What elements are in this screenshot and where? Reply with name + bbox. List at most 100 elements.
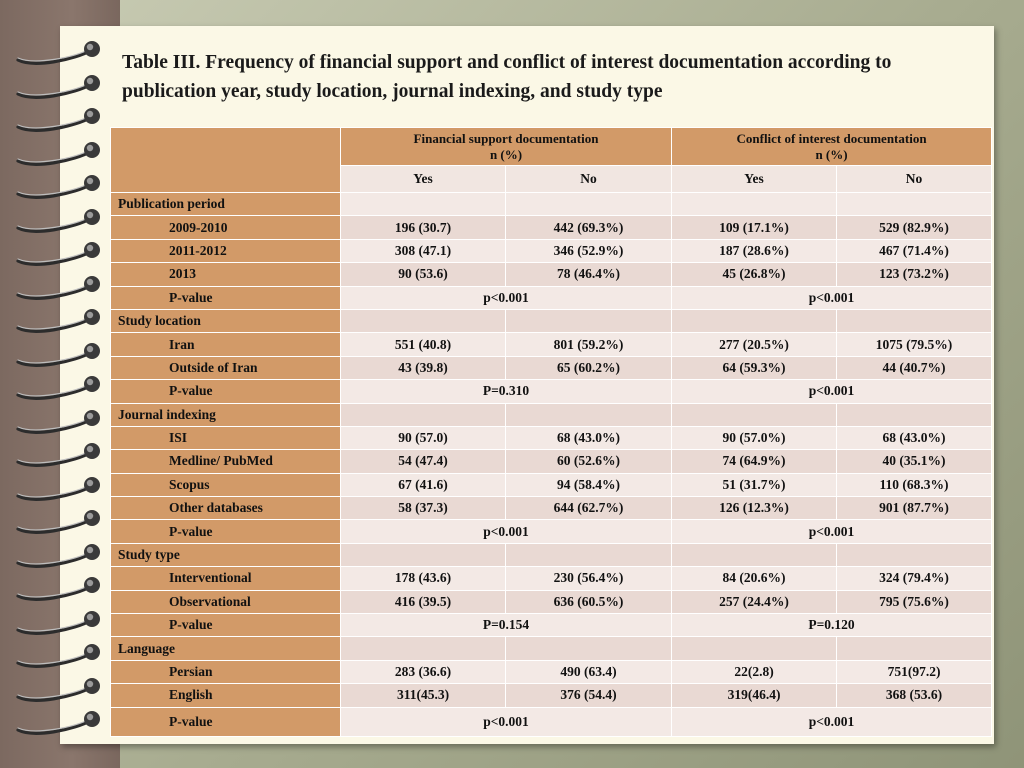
value-cell: 22(2.8) xyxy=(671,659,838,685)
table-row: 2013 90 (53.6) 78 (46.4%) 45 (26.8%) 123 (73… xyxy=(110,262,993,287)
binding-ring xyxy=(14,340,104,370)
pvalue-financial: p<0.001 xyxy=(339,706,673,737)
value-cell: 283 (36.6) xyxy=(340,659,506,685)
empty-cell xyxy=(671,191,838,217)
row-label: 2011-2012 xyxy=(110,238,341,264)
binding-ring xyxy=(14,407,104,437)
value-cell: 442 (69.3%) xyxy=(504,215,673,240)
value-cell: 551 (40.8) xyxy=(340,332,506,357)
pvalue-label: P-value xyxy=(110,379,341,404)
section-row: Language xyxy=(110,636,993,661)
value-cell: 319(46.4) xyxy=(671,683,838,708)
header-financial-title: Financial support documentation xyxy=(413,130,599,146)
value-cell: 109 (17.1%) xyxy=(671,215,838,240)
value-cell: 90 (57.0) xyxy=(340,425,506,451)
binding-ring xyxy=(14,507,104,537)
pvalue-financial: P=0.310 xyxy=(339,379,673,404)
table-row: Outside of Iran 43 (39.8) 65 (60.2%) 64 (59… xyxy=(110,355,993,381)
value-cell: 74 (64.9%) xyxy=(671,449,838,474)
pvalue-conflict: P=0.120 xyxy=(671,613,993,638)
header-conflict: Conflict of interest documentation n (%) xyxy=(671,127,993,166)
pvalue-row: P-value P=0.154 P=0.120 xyxy=(110,613,993,638)
value-cell: 123 (73.2%) xyxy=(836,262,993,287)
value-cell: 346 (52.9%) xyxy=(504,238,673,264)
binding-ring xyxy=(14,474,104,504)
value-cell: 376 (54.4) xyxy=(504,683,673,708)
value-cell: 636 (60.5%) xyxy=(504,589,673,615)
binding-ring xyxy=(14,440,104,470)
pvalue-row: P-value p<0.001 p<0.001 xyxy=(110,519,993,544)
empty-cell xyxy=(671,308,838,334)
empty-cell xyxy=(836,636,993,661)
empty-cell xyxy=(340,636,506,661)
row-label: Other databases xyxy=(110,496,341,521)
pvalue-label: P-value xyxy=(110,706,341,737)
table-row: Iran 551 (40.8) 801 (59.2%) 277 (20.5%) 1075… xyxy=(110,332,993,357)
empty-cell xyxy=(671,402,838,427)
pvalue-label: P-value xyxy=(110,519,341,544)
pvalue-financial: p<0.001 xyxy=(339,519,673,544)
subheader-conflict-yes: Yes xyxy=(671,165,838,193)
value-cell: 126 (12.3%) xyxy=(671,496,838,521)
binding-ring xyxy=(14,72,104,102)
value-cell: 94 (58.4%) xyxy=(504,472,673,498)
binding-ring xyxy=(14,172,104,202)
header-financial: Financial support documentation n (%) xyxy=(339,127,673,166)
section-row: Study location xyxy=(110,308,993,334)
table-row: 2009-2010 196 (30.7) 442 (69.3%) 109 (17.1%… xyxy=(110,215,993,240)
pvalue-row: P-value P=0.310 p<0.001 xyxy=(110,379,993,404)
table-row: Observational 416 (39.5) 636 (60.5%) 257 (2… xyxy=(110,589,993,615)
empty-cell xyxy=(836,402,993,427)
value-cell: 795 (75.6%) xyxy=(836,589,993,615)
section-row: Study type xyxy=(110,542,993,568)
value-cell: 54 (47.4) xyxy=(340,449,506,474)
pvalue-conflict: p<0.001 xyxy=(671,519,993,544)
row-label: Interventional xyxy=(110,566,341,591)
table-row: Other databases 58 (37.3) 644 (62.7%) 126 (… xyxy=(110,496,993,521)
empty-cell xyxy=(340,191,506,217)
value-cell: 178 (43.6) xyxy=(340,566,506,591)
empty-cell xyxy=(340,402,506,427)
table-row: ISI 90 (57.0) 68 (43.0%) 90 (57.0%) 68 (43.0… xyxy=(110,425,993,451)
value-cell: 84 (20.6%) xyxy=(671,566,838,591)
pvalue-conflict: p<0.001 xyxy=(671,379,993,404)
data-table: Financial support documentation n (%) Co… xyxy=(110,127,993,737)
binding-ring xyxy=(14,641,104,671)
row-label: Persian xyxy=(110,659,341,685)
value-cell: 311(45.3) xyxy=(340,683,506,708)
value-cell: 529 (82.9%) xyxy=(836,215,993,240)
value-cell: 40 (35.1%) xyxy=(836,449,993,474)
binding-ring xyxy=(14,38,104,68)
header-conflict-title: Conflict of interest documentation xyxy=(736,130,927,146)
pvalue-financial: P=0.154 xyxy=(339,613,673,638)
section-label: Journal indexing xyxy=(110,402,341,427)
empty-cell xyxy=(836,191,993,217)
value-cell: 230 (56.4%) xyxy=(504,566,673,591)
value-cell: 277 (20.5%) xyxy=(671,332,838,357)
empty-cell xyxy=(504,191,673,217)
header-corner xyxy=(110,127,341,193)
section-label: Publication period xyxy=(110,191,341,217)
empty-cell xyxy=(504,308,673,334)
empty-cell xyxy=(504,542,673,568)
row-label: Outside of Iran xyxy=(110,355,341,381)
binding-ring xyxy=(14,708,104,738)
section-row: Journal indexing xyxy=(110,402,993,427)
subheader-financial-no: No xyxy=(504,165,673,193)
value-cell: 64 (59.3%) xyxy=(671,355,838,381)
binding-ring xyxy=(14,574,104,604)
row-label: ISI xyxy=(110,425,341,451)
table-title: Table III. Frequency of financial suppor… xyxy=(122,52,892,102)
section-label: Study location xyxy=(110,308,341,334)
value-cell: 90 (53.6) xyxy=(340,262,506,287)
binding-ring xyxy=(14,206,104,236)
empty-cell xyxy=(836,308,993,334)
value-cell: 67 (41.6) xyxy=(340,472,506,498)
value-cell: 90 (57.0%) xyxy=(671,425,838,451)
value-cell: 467 (71.4%) xyxy=(836,238,993,264)
value-cell: 751(97.2) xyxy=(836,659,993,685)
table-row: 2011-2012 308 (47.1) 346 (52.9%) 187 (28.6%… xyxy=(110,238,993,264)
value-cell: 68 (43.0%) xyxy=(504,425,673,451)
row-label: 2013 xyxy=(110,262,341,287)
empty-cell xyxy=(504,636,673,661)
